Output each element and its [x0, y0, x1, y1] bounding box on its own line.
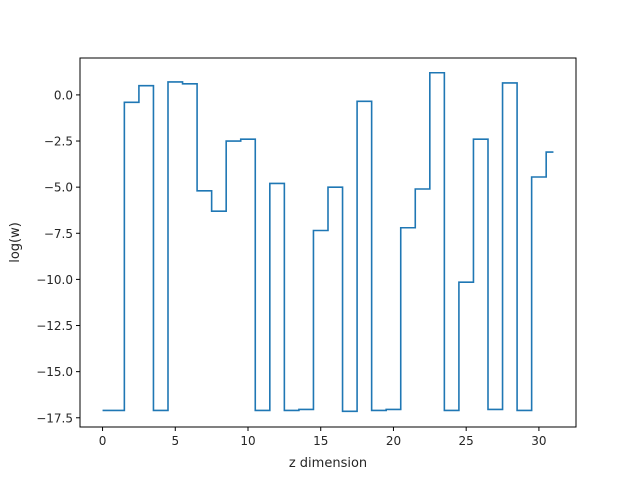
plot-frame — [79, 57, 577, 428]
x-tick-label: 10 — [240, 434, 255, 448]
x-axis-label: z dimension — [289, 456, 367, 471]
x-axis: 0 5 10 15 20 25 30 — [99, 427, 547, 448]
y-tick-label: −2.5 — [44, 135, 73, 149]
y-tick-label: −5.0 — [44, 181, 73, 195]
y-axis: 0.0 −2.5 −5.0 −7.5 −10.0 −12.5 −15.0 −17.5 — [36, 88, 80, 425]
y-tick-label: −10.0 — [36, 273, 73, 287]
y-tick-label: −7.5 — [44, 227, 73, 241]
x-tick-label: 5 — [171, 434, 179, 448]
y-axis-label: log(w) — [8, 222, 23, 263]
axes-frame — [79, 57, 577, 428]
series-0-line — [102, 71, 554, 413]
y-tick-label: −12.5 — [36, 319, 73, 333]
x-tick-label: 0 — [99, 434, 107, 448]
x-tick-label: 25 — [459, 434, 474, 448]
y-tick-label: −17.5 — [36, 411, 73, 425]
y-tick-label: 0.0 — [54, 88, 73, 102]
x-tick-label: 30 — [531, 434, 546, 448]
plot-area — [80, 58, 576, 427]
y-tick-label: −15.0 — [36, 365, 73, 379]
x-tick-label: 15 — [313, 434, 328, 448]
series-layer — [102, 71, 554, 413]
x-tick-label: 20 — [386, 434, 401, 448]
